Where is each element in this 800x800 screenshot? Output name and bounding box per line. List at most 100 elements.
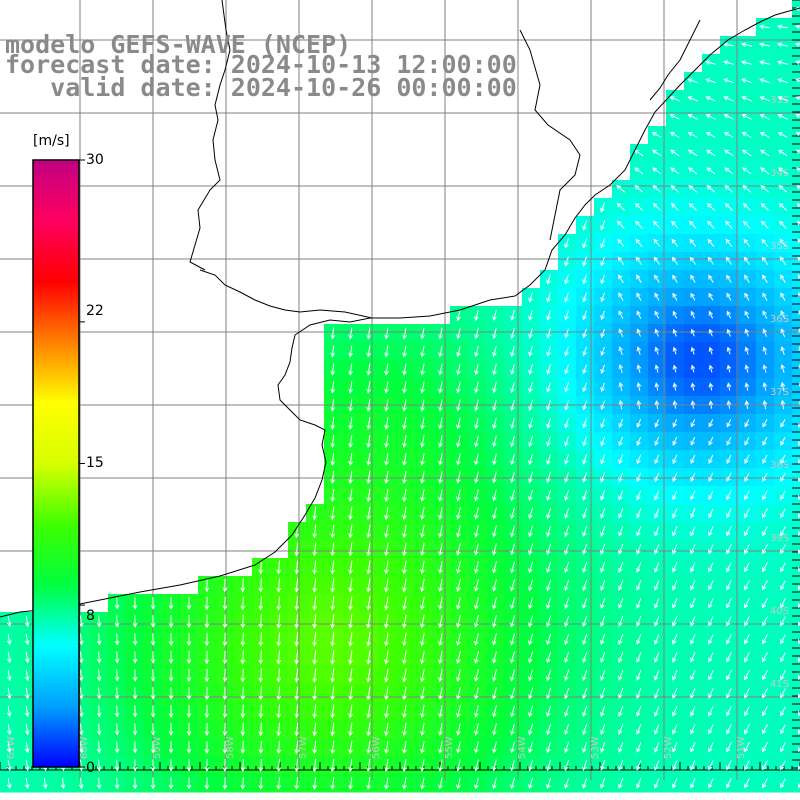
- wind-arrow: [726, 760, 732, 771]
- wind-arrow: [204, 578, 210, 593]
- wind-arrow: [366, 435, 371, 448]
- wind-arrow: [726, 634, 732, 645]
- wind-arrow: [723, 131, 734, 138]
- wind-arrow: [312, 596, 318, 611]
- wind-arrow: [744, 400, 750, 409]
- wind-arrow: [582, 651, 588, 664]
- wind-arrow: [582, 777, 588, 789]
- wind-arrow: [546, 525, 552, 538]
- wind-arrow: [276, 686, 282, 701]
- wind-arrow: [708, 706, 714, 717]
- wind-arrow: [708, 419, 714, 428]
- wind-arrow: [759, 96, 770, 102]
- colorbar-tick-label: 30: [86, 152, 104, 168]
- wind-arrow: [528, 543, 534, 556]
- wind-arrow: [707, 220, 715, 229]
- wind-arrow: [707, 256, 715, 265]
- wind-arrow: [330, 488, 335, 503]
- wind-arrow: [777, 149, 788, 157]
- wind-arrow: [564, 741, 570, 754]
- wind-arrow: [420, 524, 425, 539]
- wind-arrow: [564, 705, 570, 718]
- wind-arrow: [564, 723, 570, 736]
- wind-arrow: [636, 508, 642, 519]
- wind-arrow: [492, 435, 497, 448]
- wind-arrow: [456, 614, 461, 629]
- wind-arrow: [708, 526, 714, 537]
- lat-label: 39S: [770, 533, 789, 544]
- wind-arrow: [96, 723, 102, 736]
- wind-arrow: [600, 220, 606, 231]
- wind-arrow: [725, 256, 733, 265]
- wind-arrow: [492, 705, 497, 718]
- wind-arrow: [348, 740, 353, 755]
- wind-arrow: [456, 759, 461, 772]
- wind-arrow: [634, 167, 644, 175]
- wind-arrow: [438, 506, 443, 520]
- wind-arrow: [546, 633, 552, 646]
- wind-arrow: [528, 399, 533, 412]
- wind-arrow: [294, 686, 300, 701]
- wind-arrow: [690, 400, 696, 409]
- wind-arrow: [276, 632, 282, 647]
- wind-cell: [792, 342, 800, 361]
- wind-arrow: [795, 96, 800, 101]
- wind-arrow: [402, 740, 407, 755]
- wind-arrow: [653, 238, 661, 247]
- wind-arrow: [600, 723, 606, 735]
- lon-label: 54W: [517, 736, 528, 759]
- wind-arrow: [618, 346, 623, 356]
- lon-label: 52W: [663, 736, 674, 759]
- wind-arrow: [690, 382, 696, 391]
- wind-arrow: [96, 741, 102, 754]
- wind-arrow: [705, 114, 716, 120]
- wind-arrow: [24, 615, 30, 628]
- wind-arrow: [798, 639, 800, 645]
- wind-arrow: [312, 722, 318, 737]
- wind-arrow: [582, 310, 587, 321]
- wind-arrow: [330, 560, 335, 575]
- wind-arrow: [582, 489, 588, 501]
- wind-arrow: [780, 724, 786, 735]
- wind-arrow: [708, 436, 714, 446]
- wind-arrow: [420, 506, 425, 521]
- wind-arrow: [690, 688, 696, 699]
- wind-arrow: [672, 454, 678, 465]
- wind-arrow: [618, 669, 624, 681]
- wind-arrow: [758, 42, 771, 47]
- wind-arrow: [726, 490, 732, 501]
- wind-arrow: [114, 615, 120, 628]
- wind-arrow: [528, 363, 533, 375]
- lon-label: 57W: [298, 736, 309, 759]
- wind-arrow: [420, 668, 425, 683]
- wind-arrow: [474, 596, 479, 610]
- wind-arrow: [546, 705, 552, 718]
- wind-arrow: [402, 704, 407, 719]
- wind-arrow: [762, 310, 768, 319]
- wind-arrow: [582, 669, 588, 682]
- wind-arrow: [528, 417, 533, 430]
- wind-arrow: [798, 657, 800, 663]
- wind-arrow: [671, 238, 679, 247]
- wind-arrow: [797, 567, 800, 573]
- wind-arrow: [366, 614, 371, 629]
- wind-arrow: [618, 561, 624, 573]
- wind-arrow: [582, 687, 588, 700]
- wind-arrow: [600, 651, 606, 663]
- wind-arrow: [780, 616, 786, 627]
- wind-arrow: [636, 742, 642, 753]
- wind-arrow: [636, 472, 642, 483]
- wind-arrow: [780, 364, 786, 374]
- wind-arrow: [222, 614, 228, 629]
- wind-arrow: [744, 436, 750, 446]
- wind-arrow: [725, 238, 733, 247]
- wind-arrow: [186, 632, 192, 647]
- wind-cell: [792, 450, 800, 469]
- wind-arrow: [672, 310, 678, 319]
- wind-arrow: [186, 759, 192, 772]
- wind-arrow: [708, 688, 714, 699]
- wind-arrow: [294, 560, 300, 575]
- wind-arrow: [744, 454, 750, 464]
- wind-arrow: [492, 579, 497, 592]
